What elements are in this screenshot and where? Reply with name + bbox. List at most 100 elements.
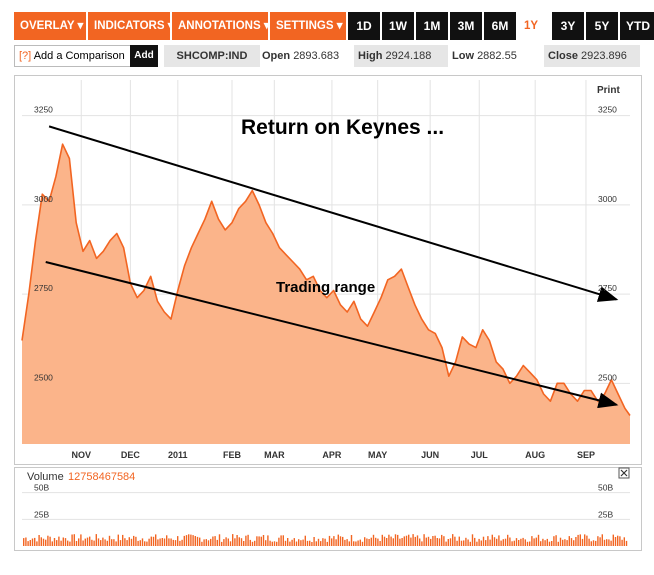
volume-chart-frame (14, 467, 642, 551)
volume-bar (592, 540, 595, 546)
volume-bar (146, 541, 148, 546)
volume-tick-left: 25B (34, 509, 49, 519)
overlay-menu[interactable]: OVERLAY ▾ (14, 12, 86, 40)
volume-bar (603, 539, 606, 546)
volume-bar (23, 538, 25, 546)
volume-bar (566, 540, 568, 546)
volume-bar (73, 534, 75, 546)
range-1d-button[interactable]: 1D (348, 12, 380, 40)
volume-bar (350, 535, 353, 546)
volume-tick-right: 50B (598, 483, 613, 493)
volume-bar (300, 540, 302, 546)
range-1w-button[interactable]: 1W (382, 12, 414, 40)
volume-bar (555, 535, 557, 546)
volume-bar (586, 535, 588, 546)
volume-bar (425, 537, 427, 546)
y-tick-label-right: 3250 (598, 105, 617, 115)
add-comparison-field[interactable]: [?] Add a Comparison (14, 45, 132, 67)
settings-menu[interactable]: SETTINGS ▾ (270, 12, 346, 40)
volume-bar (64, 538, 67, 546)
volume-bar (548, 541, 551, 546)
volume-bar (331, 538, 333, 546)
volume-bar (353, 541, 355, 546)
volume-bar (45, 539, 47, 546)
volume-bar (185, 535, 188, 546)
range-3y-button[interactable]: 3Y (552, 12, 584, 40)
volume-bar (205, 539, 207, 546)
volume-bar (234, 538, 236, 546)
volume-bar (337, 534, 339, 546)
volume-bar (419, 538, 421, 546)
volume-bar (570, 538, 573, 546)
volume-bar (361, 541, 364, 546)
volume-bar (401, 538, 403, 546)
volume-bar (449, 538, 452, 546)
volume-bar (447, 539, 449, 546)
volume-bar (498, 535, 500, 546)
volume-bar (157, 539, 159, 546)
annotations-menu[interactable]: ANNOTATIONS ▾ (172, 12, 270, 40)
volume-bar (214, 536, 216, 546)
volume-bar (553, 536, 555, 546)
volume-bar (320, 541, 322, 546)
trend-arrow (45, 261, 619, 409)
volume-bar (322, 538, 324, 546)
volume-bar (254, 540, 256, 546)
volume-bar (599, 537, 601, 546)
volume-bar (403, 536, 405, 546)
volume-bar (577, 534, 579, 546)
volume-bar (357, 540, 359, 546)
volume-bar (568, 536, 570, 546)
volume-bar (421, 541, 423, 546)
range-1m-button[interactable]: 1M (416, 12, 448, 40)
volume-bar (203, 539, 205, 546)
volume-bar (117, 534, 119, 546)
y-tick-label-left: 2500 (34, 372, 53, 382)
volume-bar (170, 538, 172, 546)
volume-tick-right: 25B (598, 509, 613, 519)
y-tick-label-left: 3000 (34, 194, 53, 204)
volume-bar (130, 538, 133, 546)
volume-bar (243, 541, 245, 546)
volume-bar (476, 541, 478, 546)
price-chart-frame (14, 75, 642, 465)
low-value: 2882.55 (477, 50, 517, 62)
volume-bar (38, 535, 40, 546)
volume-bar (608, 539, 610, 546)
volume-bar (113, 539, 115, 546)
range-1y-button[interactable]: 1Y (518, 12, 550, 40)
volume-bar (287, 538, 289, 546)
x-tick-label: APR (322, 450, 342, 460)
volume-bar (410, 537, 412, 546)
print-link[interactable]: Print (597, 85, 620, 96)
volume-bar (251, 541, 254, 546)
volume-bar (443, 536, 445, 546)
volume-bar (34, 537, 36, 546)
range-6m-button[interactable]: 6M (484, 12, 516, 40)
volume-bar (71, 534, 73, 546)
indicators-menu[interactable]: INDICATORS ▾ (88, 12, 173, 40)
volume-bar (194, 536, 196, 546)
volume-bar (247, 534, 249, 546)
close-icon[interactable] (618, 467, 630, 479)
volume-bar (86, 537, 89, 546)
range-ytd-button[interactable]: YTD (620, 12, 654, 40)
volume-bar (513, 540, 515, 546)
add-button[interactable]: Add (130, 45, 158, 67)
y-tick-label-left: 2750 (34, 283, 53, 293)
volume-bar (53, 538, 56, 546)
chart-toolbar: OVERLAY ▾ INDICATORS ▾ ANNOTATIONS ▾ SET… (14, 12, 654, 40)
range-3m-button[interactable]: 3M (450, 12, 482, 40)
volume-bar (199, 537, 201, 546)
volume-bar (496, 538, 498, 546)
volume-bar (212, 536, 214, 546)
volume-bar (375, 537, 377, 546)
volume-bar (335, 539, 337, 546)
volume-bar (216, 539, 218, 546)
volume-bar (225, 537, 227, 546)
help-icon[interactable]: [?] (19, 50, 32, 62)
range-5y-button[interactable]: 5Y (586, 12, 618, 40)
volume-bar (49, 536, 51, 546)
volume-bar (163, 538, 166, 546)
volume-bar (315, 541, 317, 546)
